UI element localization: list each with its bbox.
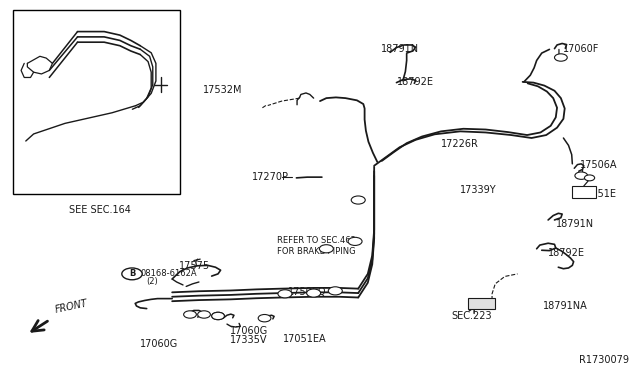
Text: (2): (2) xyxy=(147,278,159,286)
Text: 17506Q: 17506Q xyxy=(288,287,326,297)
Circle shape xyxy=(351,196,365,204)
Text: 17335V: 17335V xyxy=(230,335,267,345)
Text: 18791N: 18791N xyxy=(556,219,594,229)
Text: 17270P: 17270P xyxy=(252,172,289,182)
Text: FOR BRAKE PIPING: FOR BRAKE PIPING xyxy=(276,247,355,256)
Text: R1730079: R1730079 xyxy=(579,355,629,365)
Text: 17060G: 17060G xyxy=(140,339,179,349)
Circle shape xyxy=(122,268,142,280)
Text: 17060F: 17060F xyxy=(563,44,600,54)
Circle shape xyxy=(328,287,342,295)
Text: 17575: 17575 xyxy=(179,262,210,272)
Circle shape xyxy=(184,311,196,318)
Circle shape xyxy=(319,245,333,253)
Text: 17060G: 17060G xyxy=(230,326,268,336)
Text: 18792E: 18792E xyxy=(548,248,585,258)
Circle shape xyxy=(212,312,225,320)
Circle shape xyxy=(307,289,321,297)
Bar xyxy=(13,10,180,194)
Text: B: B xyxy=(129,269,135,278)
Circle shape xyxy=(348,237,362,246)
Text: 17051E: 17051E xyxy=(580,189,617,199)
Text: 18791NA: 18791NA xyxy=(543,301,588,311)
Text: 17226R: 17226R xyxy=(441,138,479,148)
Text: 17051EA: 17051EA xyxy=(283,334,326,344)
Text: SEC.223: SEC.223 xyxy=(451,311,492,321)
Circle shape xyxy=(584,175,595,181)
Circle shape xyxy=(212,312,225,320)
Circle shape xyxy=(258,314,271,322)
Text: 17532M: 17532M xyxy=(203,85,243,95)
Text: FRONT: FRONT xyxy=(54,298,88,314)
Circle shape xyxy=(278,290,292,298)
Circle shape xyxy=(575,172,588,179)
Text: 08168-6162A: 08168-6162A xyxy=(140,269,197,278)
Text: 17339Y: 17339Y xyxy=(460,185,497,195)
Text: REFER TO SEC.462: REFER TO SEC.462 xyxy=(276,236,356,245)
Text: 18792E: 18792E xyxy=(396,77,433,87)
Circle shape xyxy=(554,54,567,61)
Text: SEE SEC.164: SEE SEC.164 xyxy=(69,205,131,215)
Text: 17506A: 17506A xyxy=(580,160,618,170)
Circle shape xyxy=(198,311,211,318)
Text: 18791N: 18791N xyxy=(381,44,419,54)
Bar xyxy=(468,298,495,309)
Bar xyxy=(572,186,596,198)
